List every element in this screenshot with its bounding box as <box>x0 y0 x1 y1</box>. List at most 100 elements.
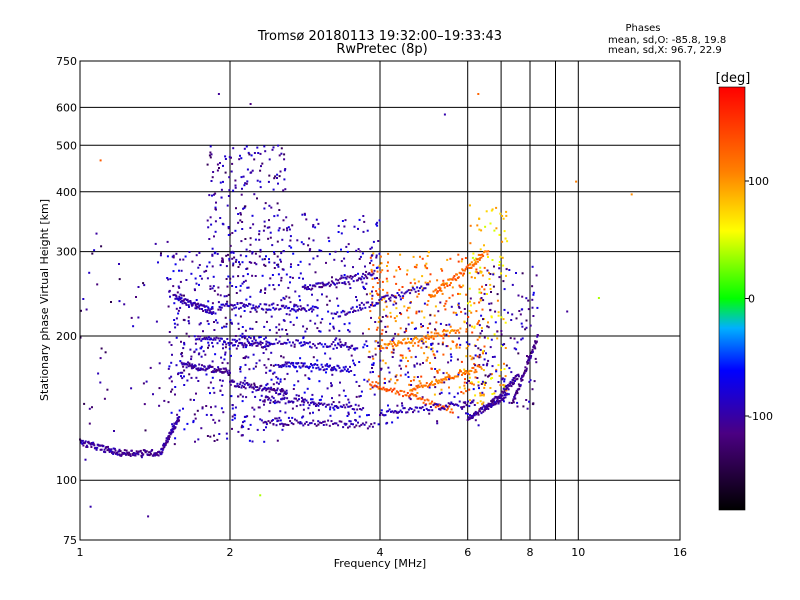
data-point <box>244 279 247 282</box>
data-point <box>160 452 163 455</box>
data-point <box>495 227 498 230</box>
data-point <box>503 368 506 370</box>
data-point <box>230 251 233 254</box>
data-point <box>298 398 300 401</box>
data-point <box>480 229 483 232</box>
data-point <box>118 448 121 451</box>
data-point <box>392 351 395 354</box>
data-point <box>279 423 282 426</box>
data-point <box>208 309 211 312</box>
data-point <box>263 258 266 261</box>
data-point <box>341 343 343 346</box>
data-point <box>432 383 434 386</box>
data-point <box>310 288 313 291</box>
data-point <box>237 322 240 325</box>
data-point <box>246 340 249 343</box>
data-point <box>212 387 215 390</box>
data-point <box>510 371 513 374</box>
data-point <box>268 343 271 346</box>
data-point <box>107 447 110 450</box>
data-point <box>456 343 458 346</box>
data-point <box>259 341 262 343</box>
data-point <box>346 250 349 253</box>
data-point <box>323 283 326 286</box>
data-point <box>481 308 484 311</box>
data-point <box>436 422 439 425</box>
data-point <box>190 355 193 358</box>
data-point <box>454 278 457 281</box>
data-point <box>238 342 241 345</box>
data-point <box>243 337 246 340</box>
data-point <box>268 174 271 177</box>
data-point <box>493 333 496 336</box>
data-point <box>357 277 360 280</box>
data-point <box>343 225 346 228</box>
data-point <box>493 401 496 404</box>
data-point <box>386 280 389 283</box>
data-point <box>470 261 473 264</box>
data-point <box>285 389 288 392</box>
data-point <box>366 380 369 383</box>
data-point <box>512 399 515 402</box>
data-point <box>222 223 225 226</box>
data-point <box>473 371 476 374</box>
data-point <box>211 306 214 308</box>
data-point <box>229 281 232 284</box>
data-point <box>421 287 424 290</box>
data-point <box>239 370 242 373</box>
data-point <box>409 394 412 397</box>
data-point <box>407 337 409 340</box>
data-point <box>307 367 310 370</box>
data-point <box>461 268 464 271</box>
data-point <box>302 403 305 406</box>
data-point <box>337 279 340 282</box>
data-point <box>145 380 148 383</box>
data-point <box>401 354 404 357</box>
data-point <box>170 390 172 393</box>
data-point <box>315 403 318 406</box>
data-point <box>386 315 389 318</box>
data-point <box>252 387 255 390</box>
data-point <box>244 376 247 379</box>
data-point <box>392 411 395 414</box>
data-point <box>177 309 180 312</box>
data-point <box>482 299 485 302</box>
data-point <box>452 329 455 332</box>
data-point <box>371 363 374 366</box>
data-point <box>243 383 246 386</box>
data-point <box>456 375 459 378</box>
data-point <box>421 289 424 292</box>
data-point <box>375 328 378 331</box>
data-point <box>398 341 401 344</box>
data-point <box>320 286 323 289</box>
data-point <box>455 329 458 332</box>
data-point <box>347 426 349 429</box>
data-point <box>417 341 420 344</box>
data-point <box>194 342 197 345</box>
data-point <box>181 355 184 358</box>
data-point <box>263 325 266 328</box>
data-point <box>367 378 370 381</box>
data-point <box>264 150 267 153</box>
data-point <box>307 342 310 345</box>
data-point <box>371 290 373 293</box>
data-point <box>452 341 455 343</box>
data-point <box>418 380 421 383</box>
data-point <box>441 341 444 344</box>
data-point <box>263 346 265 348</box>
data-point <box>266 226 269 229</box>
data-point <box>256 179 259 182</box>
data-point <box>381 269 384 272</box>
data-point <box>265 371 268 374</box>
data-point <box>251 391 254 394</box>
data-point <box>228 257 231 260</box>
data-point <box>528 359 531 362</box>
data-point <box>335 422 338 425</box>
data-point <box>88 271 91 274</box>
data-point <box>198 363 201 366</box>
data-point <box>180 353 183 356</box>
data-point <box>280 260 282 263</box>
data-point <box>448 331 451 334</box>
data-point <box>183 375 185 378</box>
data-point <box>211 341 214 344</box>
